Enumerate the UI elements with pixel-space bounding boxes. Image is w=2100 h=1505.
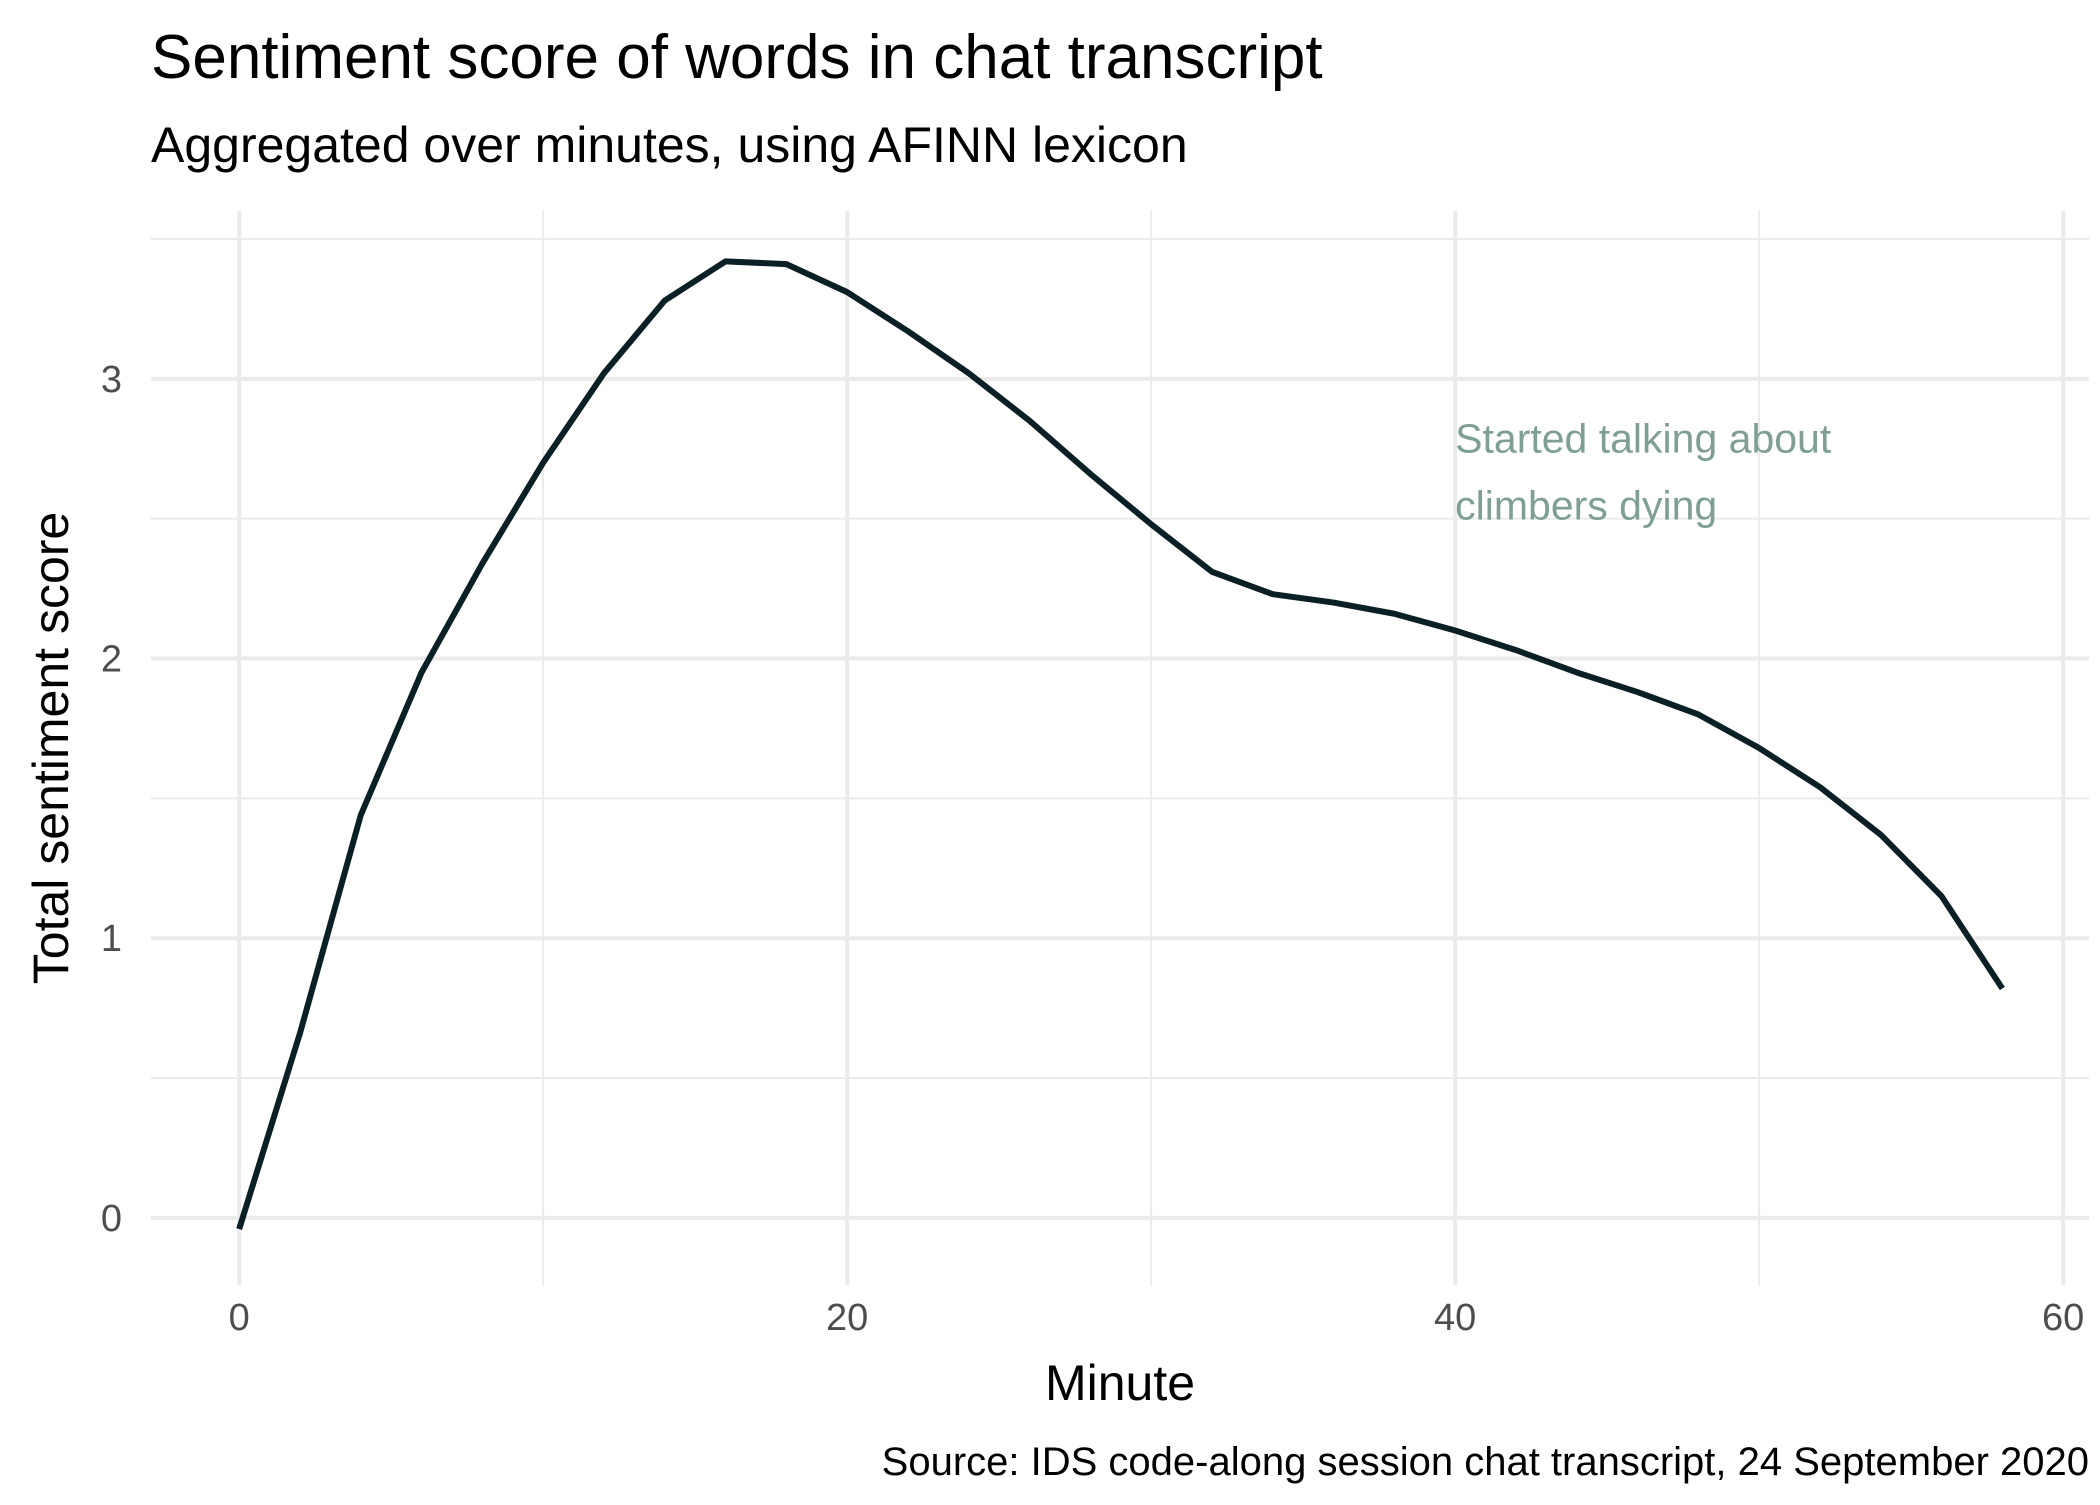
x-tick-label: 40 (1434, 1297, 1476, 1339)
y-tick-label: 3 (101, 359, 122, 401)
x-axis-title: Minute (1045, 1355, 1195, 1411)
x-tick-label: 20 (826, 1297, 868, 1339)
line (236, 258, 2005, 1230)
y-tick-label: 0 (101, 1198, 122, 1240)
y-tick-label: 2 (101, 639, 122, 681)
chart-subtitle: Aggregated over minutes, using AFINN lex… (151, 117, 1188, 173)
y-axis-title: Total sentiment score (23, 512, 79, 984)
caption: Source: IDS code-along session chat tran… (882, 1440, 2089, 1484)
chart-title: Sentiment score of words in chat transcr… (151, 23, 1323, 92)
annotation: climbers dying (1455, 483, 1717, 529)
annotation: Started talking about (1455, 416, 1832, 462)
x-tick-label: 0 (229, 1297, 250, 1339)
y-tick-label: 1 (101, 918, 122, 960)
x-tick-label: 60 (2042, 1297, 2084, 1339)
